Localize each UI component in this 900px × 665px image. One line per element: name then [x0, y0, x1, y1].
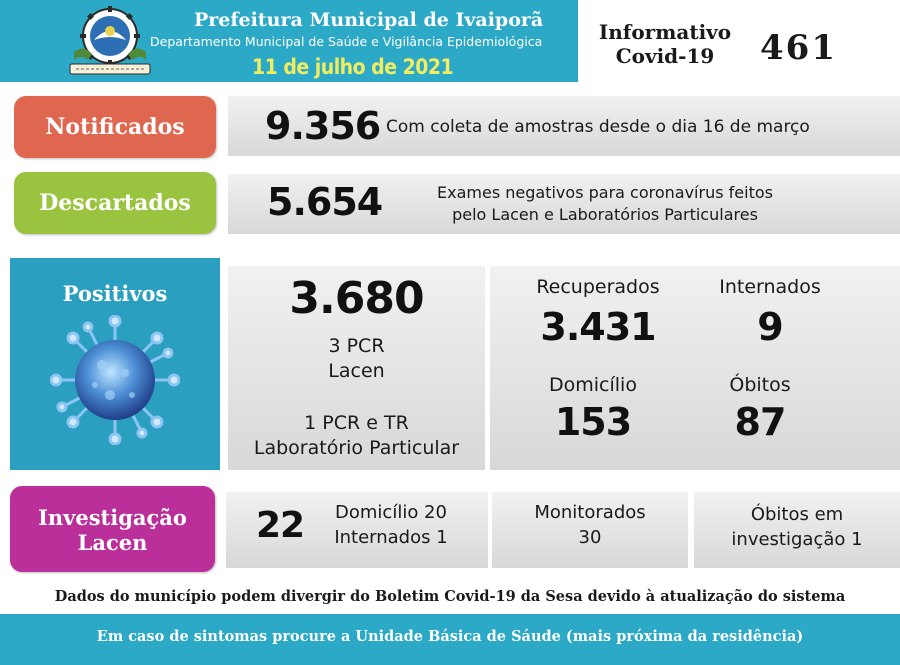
obitos-label: Óbitos [729, 374, 791, 396]
department-subtitle: Departamento Municipal de Saúde e Vigilâ… [150, 34, 543, 49]
positivos-line1: 3 PCR [328, 335, 385, 357]
obitos-value: 87 [734, 400, 787, 444]
monitorados-panel [492, 492, 688, 568]
investigacao-label-line2: Lacen [77, 530, 148, 555]
descartados-label: Descartados [14, 172, 216, 234]
descartados-description-line2: pelo Lacen e Laboratórios Particulares [452, 205, 758, 224]
edition-number: 461 [760, 28, 837, 68]
positivos-line3: 1 PCR e TR [304, 412, 409, 434]
descartados-description: Exames negativos para coronavírus feitos… [400, 182, 810, 226]
domicilio-label: Domicílio [549, 374, 637, 396]
investigacao-value: 22 [256, 505, 305, 546]
recuperados-label: Recuperados [536, 276, 660, 298]
obitos-investigacao-block: Óbitos em investigação 1 [694, 502, 900, 552]
notificados-label: Notificados [14, 96, 216, 158]
internados-value: 9 [757, 305, 783, 349]
bulletin-title-line2: Covid-19 [615, 44, 715, 68]
descartados-description-line1: Exames negativos para coronavírus feitos [437, 183, 773, 202]
page-title: Prefeitura Municipal de Ivaiporã [194, 9, 544, 31]
municipal-crest-icon [69, 6, 151, 75]
descartados-panel [228, 174, 900, 234]
recuperados-value: 3.431 [540, 305, 656, 349]
notificados-description: Com coleta de amostras desde o dia 16 de… [386, 117, 810, 137]
positivos-lab-detail: 1 PCR e TR Laboratório Particular [228, 411, 485, 461]
report-date: 11 de julho de 2021 [252, 55, 454, 79]
footer-advice: Em caso de sintomas procure a Unidade Bá… [96, 628, 804, 645]
positivos-label: Positivos [62, 281, 168, 306]
positivos-lacen-detail: 3 PCR Lacen [228, 334, 485, 384]
obitos-investigacao-line2: investigação 1 [731, 529, 863, 550]
bulletin-title: Informativo Covid-19 [590, 20, 740, 68]
bulletin-badge [578, 0, 900, 82]
bulletin-title-line1: Informativo [598, 20, 732, 44]
positivos-line4: Laboratório Particular [253, 437, 460, 459]
investigacao-internados: Internados 1 [334, 527, 448, 548]
monitorados-value: 30 [578, 527, 602, 548]
monitorados-label: Monitorados [534, 502, 646, 523]
positivos-value: 3.680 [289, 273, 424, 324]
descartados-value: 5.654 [267, 180, 383, 224]
disclaimer-note: Dados do município podem divergir do Bol… [54, 588, 846, 605]
internados-label: Internados [719, 276, 821, 298]
positivos-panel [228, 266, 485, 470]
monitorados-block: Monitorados 30 [492, 500, 688, 550]
domicilio-value: 153 [554, 400, 632, 444]
footer-bar [0, 614, 900, 665]
investigacao-label-line1: Investigação [38, 505, 187, 530]
investigacao-domicilio: Domicílio 20 [335, 502, 447, 523]
coronavirus-icon [50, 315, 180, 445]
investigacao-breakdown: Domicílio 20 Internados 1 [318, 500, 464, 550]
notificados-panel [228, 96, 900, 156]
notificados-value: 9.356 [265, 104, 381, 148]
obitos-investigacao-panel [694, 492, 900, 568]
status-panel [490, 266, 900, 470]
investigacao-label: Investigação Lacen [10, 486, 215, 572]
obitos-investigacao-line1: Óbitos em [750, 504, 844, 525]
positivos-line2: Lacen [328, 360, 385, 382]
investigacao-panel [226, 492, 488, 568]
